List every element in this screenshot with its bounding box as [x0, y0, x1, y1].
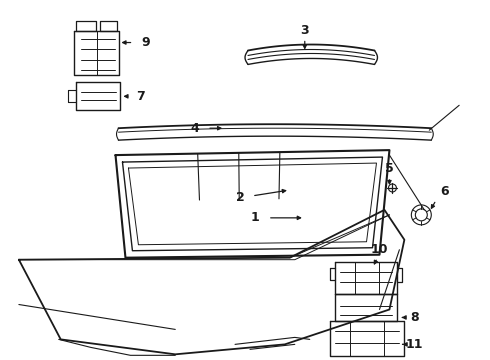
- Text: 2: 2: [236, 192, 245, 204]
- Text: 5: 5: [385, 162, 394, 175]
- Text: 3: 3: [300, 24, 309, 37]
- Text: 1: 1: [250, 211, 259, 224]
- Text: 11: 11: [406, 338, 423, 351]
- Text: 9: 9: [141, 36, 150, 49]
- Text: 10: 10: [371, 243, 388, 256]
- Text: 6: 6: [440, 185, 448, 198]
- Text: 8: 8: [410, 311, 418, 324]
- Text: 4: 4: [191, 122, 199, 135]
- Text: 7: 7: [136, 90, 145, 103]
